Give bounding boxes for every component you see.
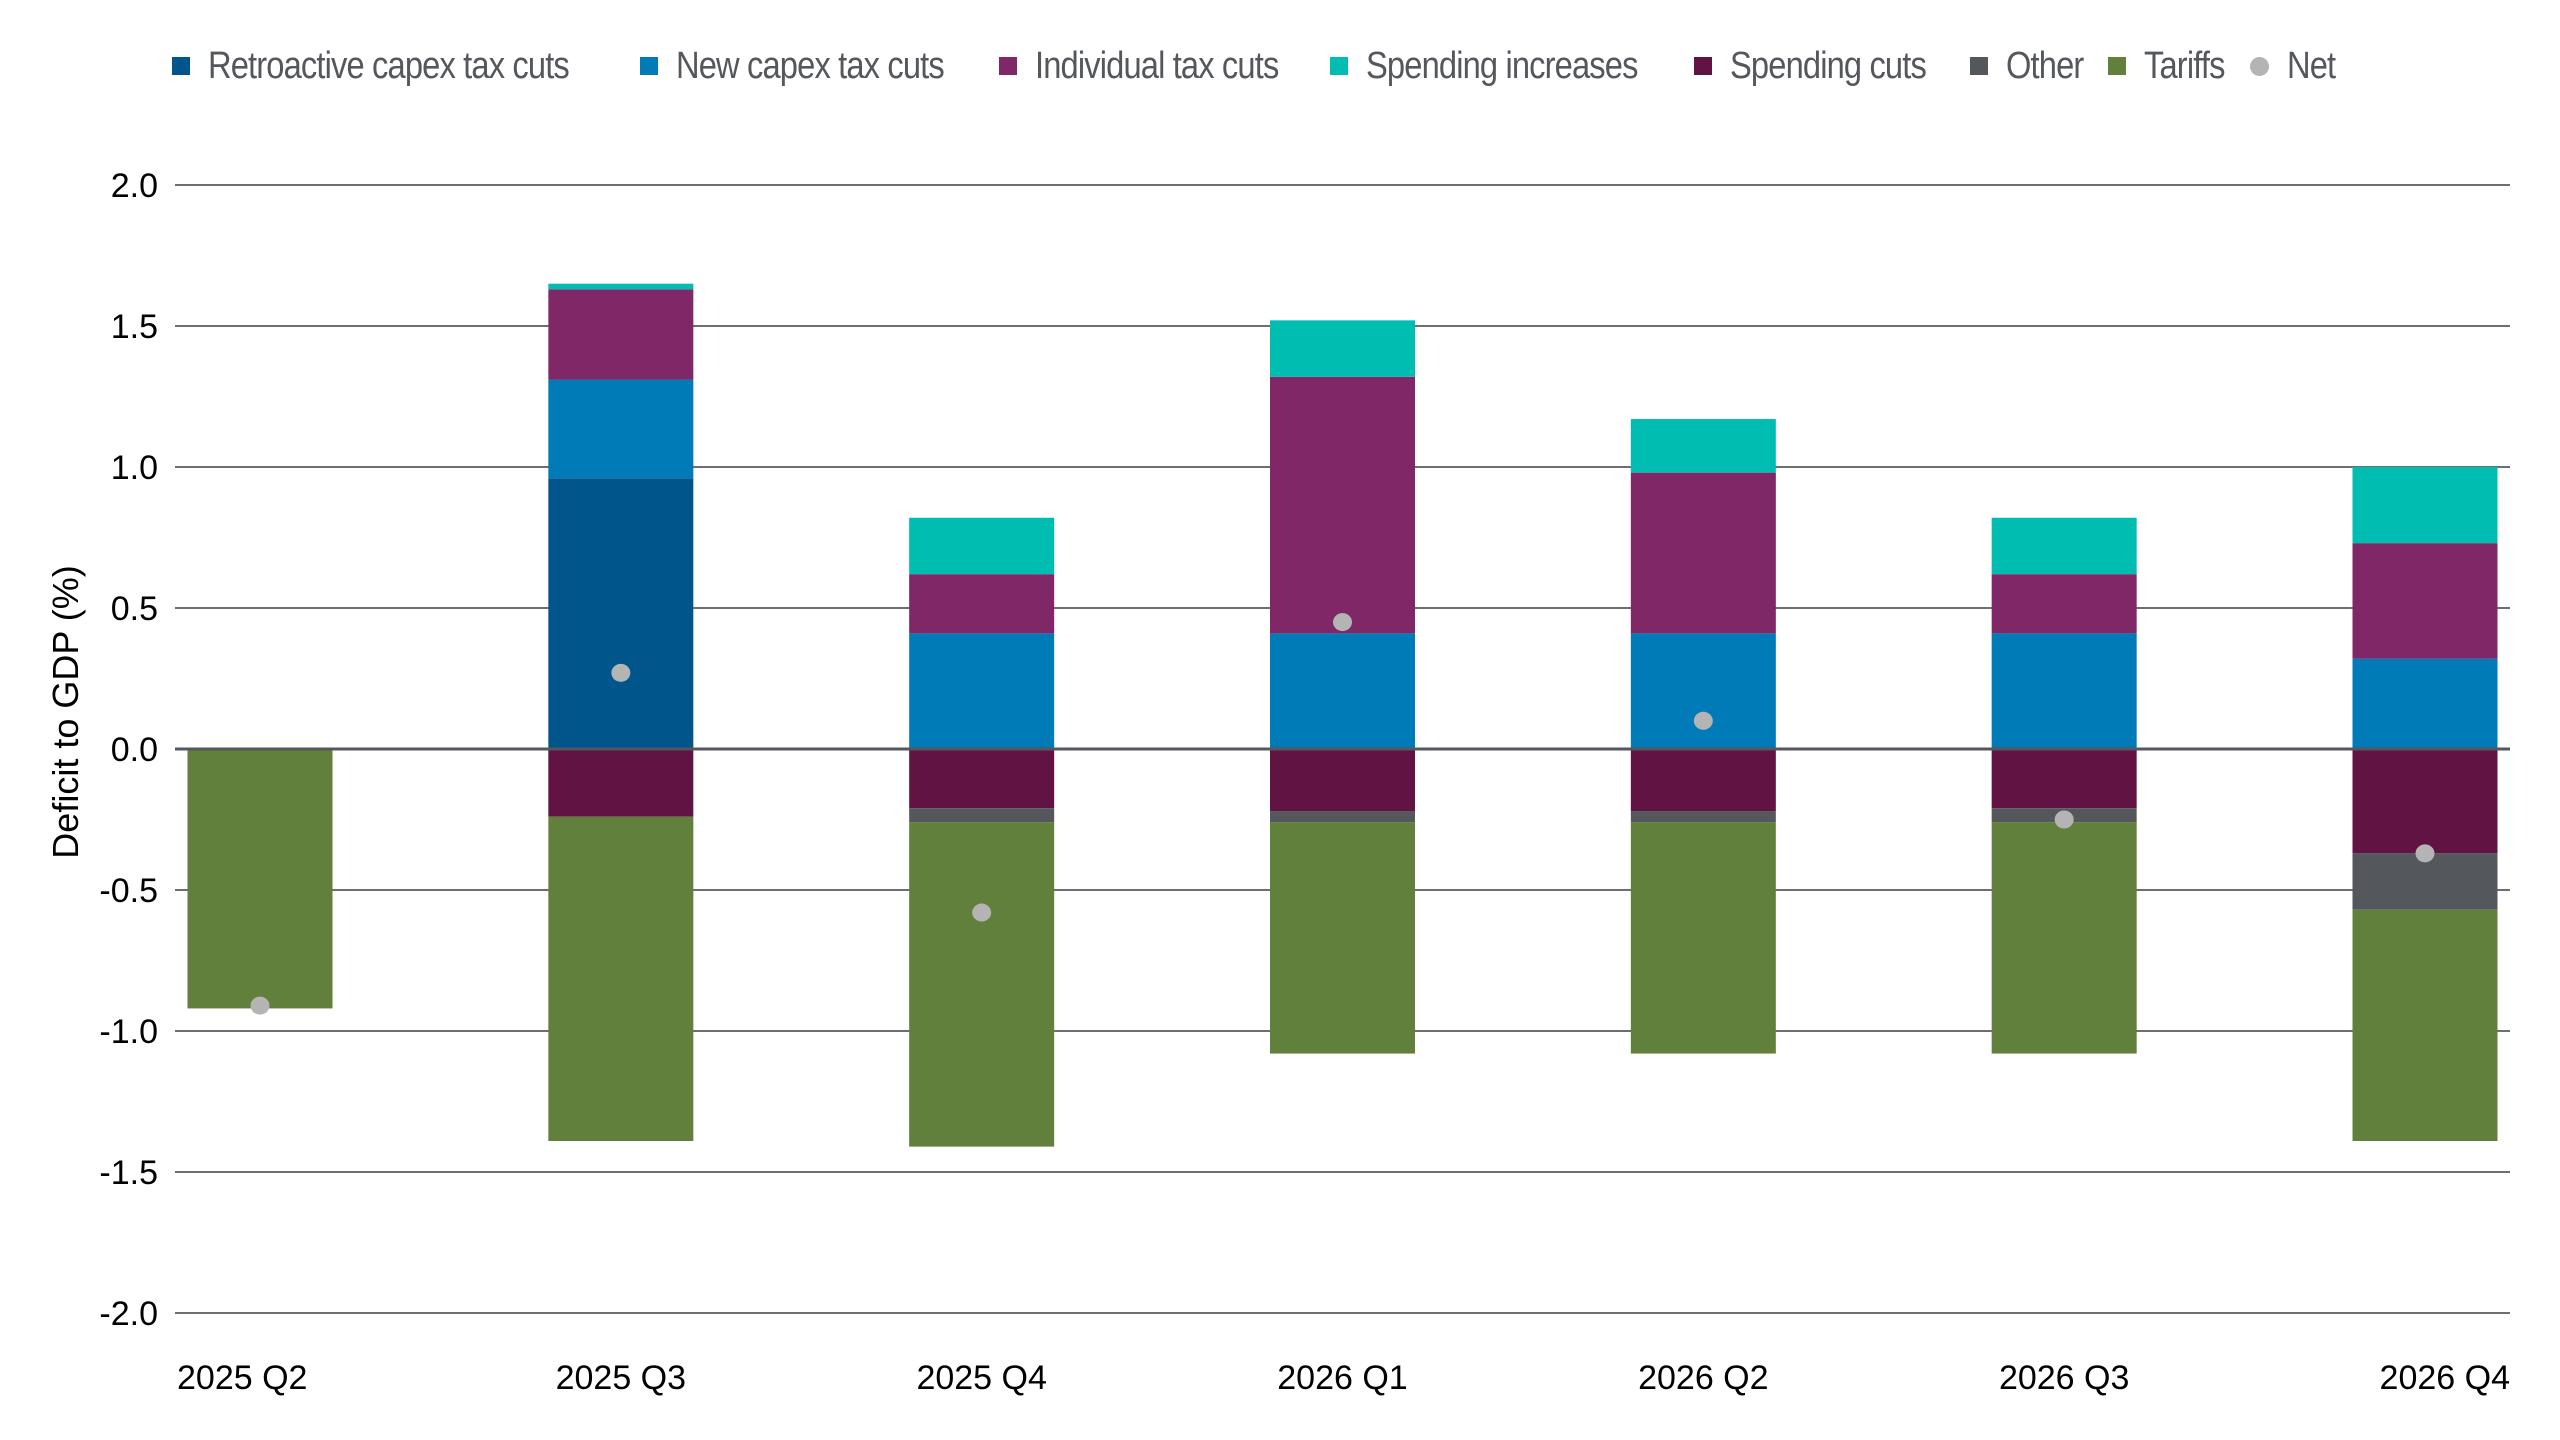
bar-segment-spending-cuts	[1991, 749, 2137, 809]
bar-segment-new-capex-tax-cuts	[1991, 633, 2137, 749]
bar-segment-other	[1630, 811, 1776, 823]
legend-label: Spending increases	[1366, 44, 1638, 87]
bar-stack	[1991, 517, 2137, 1054]
net-marker	[1333, 613, 1352, 632]
bar-segment-individual-tax-cuts	[1991, 574, 2137, 634]
legend-circle-icon	[2249, 56, 2269, 76]
legend-item-retroactive-capex-tax-cuts: Retroactive capex tax cuts	[172, 45, 604, 88]
legend-square-icon	[172, 57, 190, 75]
bar-stack	[548, 283, 694, 1141]
y-axis-label: Deficit to GDP (%)	[45, 565, 86, 858]
bar-segment-spending-cuts	[1630, 749, 1776, 812]
bar-stack	[187, 749, 333, 1009]
legend-item-other: Other	[1969, 45, 2084, 88]
bar-segment-spending-increases	[1630, 419, 1776, 473]
net-marker	[2054, 810, 2074, 829]
legend-square-icon	[1330, 57, 1349, 75]
bar-segment-new-capex-tax-cuts	[909, 633, 1055, 749]
x-tick-label: 2026 Q4	[2380, 1359, 2510, 1397]
legend-item-spending-increases: Spending increases	[1330, 45, 1658, 88]
bar-segment-new-capex-tax-cuts	[548, 379, 694, 479]
bar-segment-individual-tax-cuts	[909, 574, 1055, 634]
net-markers	[250, 613, 2435, 1015]
x-tick-label: 2026 Q1	[1277, 1359, 1407, 1397]
bar-segment-tariffs	[1270, 822, 1415, 1054]
legend-item-tariffs: Tariffs	[2107, 45, 2225, 88]
legend-square-icon	[639, 57, 658, 75]
bar-segment-other	[1270, 811, 1415, 823]
bar-segment-new-capex-tax-cuts	[1270, 633, 1415, 749]
bar-segment-new-capex-tax-cuts	[1630, 633, 1776, 749]
bar-segment-tariffs	[1991, 822, 2137, 1054]
net-marker	[1693, 711, 1713, 730]
net-marker	[2415, 844, 2435, 863]
x-tick-label: 2026 Q2	[1638, 1359, 1768, 1397]
x-tick-label: 2025 Q4	[916, 1359, 1046, 1397]
legend-item-net: Net	[2249, 45, 2336, 88]
bar-segment-individual-tax-cuts	[1630, 472, 1776, 634]
bar-segment-spending-increases	[1991, 517, 2137, 575]
legend: Retroactive capex tax cuts New capex tax …	[172, 38, 2355, 94]
bar-segment-spending-increases	[909, 517, 1055, 575]
bar-stack	[2352, 467, 2498, 1141]
bar-stack	[1630, 419, 1776, 1054]
bar-segment-spending-cuts	[548, 749, 694, 817]
bar-segment-individual-tax-cuts	[548, 289, 694, 380]
bar-segment-spending-cuts	[909, 749, 1055, 809]
legend-label: Net	[2286, 44, 2336, 87]
legend-square-icon	[1693, 57, 1712, 75]
bar-segment-spending-cuts	[2352, 749, 2498, 854]
bar-segment-spending-increases	[1270, 320, 1415, 377]
net-marker	[611, 663, 631, 682]
y-tick-label: 1.5	[111, 308, 158, 346]
x-tick-label: 2025 Q3	[556, 1359, 686, 1397]
legend-label: Other	[2005, 44, 2084, 87]
y-tick-label: 2.0	[111, 167, 158, 205]
legend-label: New capex tax cuts	[675, 44, 945, 87]
legend-item-spending-cuts: Spending cuts	[1693, 44, 1934, 88]
y-tick-label: 0.0	[111, 731, 158, 769]
bar-segment-other	[909, 808, 1055, 823]
bar-stack	[909, 517, 1055, 1147]
x-tick-label: 2026 Q3	[1999, 1359, 2129, 1397]
y-tick-label: 0.5	[111, 590, 158, 628]
bar-segment-individual-tax-cuts	[1270, 376, 1415, 634]
bar-segment-other	[2352, 853, 2498, 910]
x-tick-label: 2025 Q2	[177, 1359, 307, 1397]
bar-segment-spending-increases	[2352, 467, 2498, 544]
legend-item-new-capex-tax-cuts: New capex tax cuts	[639, 44, 963, 88]
legend-label: Spending cuts	[1729, 44, 1927, 87]
bar-segment-spending-cuts	[1270, 749, 1415, 812]
bars	[187, 283, 2498, 1147]
legend-label: Individual tax cuts	[1035, 44, 1279, 87]
net-marker	[250, 996, 270, 1015]
bar-segment-individual-tax-cuts	[2352, 543, 2498, 659]
legend-item-individual-tax-cuts: Individual tax cuts	[999, 45, 1294, 88]
bar-segment-new-capex-tax-cuts	[2352, 658, 2498, 749]
y-tick-label: -1.0	[99, 1013, 158, 1051]
legend-label: Retroactive capex tax cuts	[208, 44, 570, 87]
bar-stack	[1270, 320, 1415, 1054]
y-tick-label: -2.0	[99, 1295, 158, 1333]
legend-label: Tariffs	[2143, 44, 2225, 87]
bar-segment-tariffs	[187, 749, 333, 1009]
y-tick-label: -0.5	[99, 872, 158, 910]
legend-square-icon	[1969, 57, 1988, 75]
bar-segment-tariffs	[2352, 909, 2498, 1141]
y-tick-label: 1.0	[111, 449, 158, 487]
net-marker	[972, 903, 992, 922]
y-tick-label: -1.5	[99, 1154, 158, 1192]
bar-segment-tariffs	[909, 822, 1055, 1147]
bar-segment-tariffs	[548, 816, 694, 1141]
legend-square-icon	[999, 57, 1018, 75]
bar-segment-spending-increases	[548, 283, 694, 290]
legend-square-icon	[2107, 57, 2126, 75]
x-tick-labels: 2025 Q2 2025 Q3 2025 Q4 2026 Q1 2026 Q2 2026 …	[177, 1359, 2510, 1397]
bar-segment-tariffs	[1630, 822, 1776, 1054]
bar-segment-retroactive-capex-tax-cuts	[548, 478, 694, 749]
y-tick-labels: 2.0 1.5 1.0 0.5 0.0 -0.5 -1.0 -1.5 -2.0	[99, 167, 158, 1333]
